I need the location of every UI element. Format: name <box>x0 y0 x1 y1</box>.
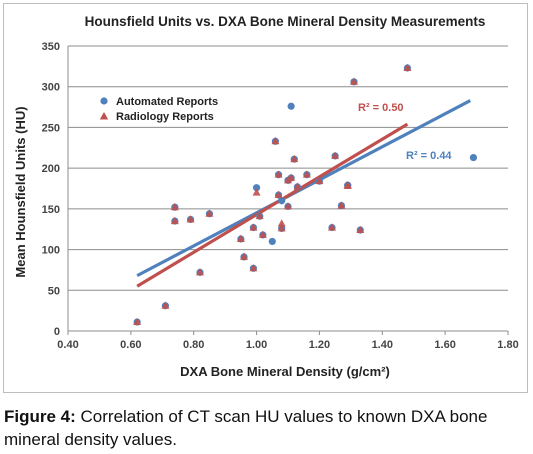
x-tick-label: 0.80 <box>183 339 204 351</box>
point-radiology <box>350 77 358 85</box>
point-radiology <box>205 209 214 217</box>
point-radiology <box>293 182 302 190</box>
point-radiology <box>186 215 195 223</box>
point-automated <box>287 102 295 110</box>
caption-text: Correlation of CT scan HU values to know… <box>4 407 488 449</box>
point-radiology <box>170 216 179 225</box>
point-radiology <box>277 224 286 232</box>
point-radiology <box>356 225 365 234</box>
legend-label-radiology: Radiology Reports <box>116 111 214 123</box>
point-automated <box>268 237 276 246</box>
caption-lead: Figure 4: <box>4 407 76 426</box>
point-radiology <box>403 63 412 71</box>
point-radiology <box>331 151 340 159</box>
y-tick-label: 350 <box>42 41 60 53</box>
point-radiology <box>315 176 324 185</box>
trendline-radiology <box>136 122 409 288</box>
point-radiology <box>258 230 267 238</box>
data-points <box>133 63 478 326</box>
point-radiology <box>343 181 352 190</box>
scatter-chart: Hounsfield Units vs. DXA Bone Mineral De… <box>13 14 519 379</box>
x-axis-title: DXA Bone Mineral Density (g/cm²) <box>180 364 390 379</box>
point-radiology <box>170 202 179 211</box>
x-tick-label: 1.60 <box>434 339 455 351</box>
point-radiology <box>196 268 204 276</box>
point-radiology <box>249 223 258 231</box>
point-radiology <box>252 188 261 196</box>
x-tick-label: 1.00 <box>246 339 267 351</box>
y-tick-label: 200 <box>42 163 60 175</box>
point-radiology <box>255 211 264 220</box>
y-tick-label: 0 <box>54 326 60 338</box>
point-radiology <box>337 201 346 209</box>
figure-caption: Figure 4: Correlation of CT scan HU valu… <box>4 405 529 451</box>
y-tick-label: 250 <box>42 122 60 134</box>
point-radiology <box>328 223 336 231</box>
y-tick-label: 100 <box>42 245 60 257</box>
x-tick-label: 0.60 <box>120 339 141 351</box>
point-radiology <box>240 252 248 260</box>
y-axis-title: Mean Hounsfield Units (HU) <box>13 106 28 277</box>
point-radiology <box>287 173 296 181</box>
grid-lines <box>68 45 508 291</box>
point-radiology <box>274 190 283 199</box>
point-automated <box>252 184 261 192</box>
point-radiology <box>284 202 292 210</box>
point-radiology <box>277 219 286 227</box>
legend: Automated Reports Radiology Reports <box>99 96 218 123</box>
point-radiology <box>290 154 299 163</box>
point-radiology <box>271 136 280 145</box>
chart-frame: Hounsfield Units vs. DXA Bone Mineral De… <box>3 3 528 393</box>
r2-label-radiology: R² = 0.50 <box>358 102 404 114</box>
point-automated <box>278 197 286 205</box>
y-tick-label: 150 <box>42 204 60 216</box>
x-tick-label: 1.80 <box>497 339 518 351</box>
x-tick-label: 1.20 <box>309 339 330 351</box>
trendlines <box>136 99 472 288</box>
x-tick-label: 1.40 <box>372 339 393 351</box>
point-automated <box>469 153 478 162</box>
point-radiology <box>302 170 311 178</box>
point-radiology <box>249 264 258 272</box>
y-tick-label: 50 <box>48 285 60 297</box>
r2-label-automated: R² = 0.44 <box>406 150 452 162</box>
chart-title: Hounsfield Units vs. DXA Bone Mineral De… <box>85 14 486 29</box>
axes: 0 50 100 150 200 250 300 350 0.40 0.60 0.80 1.00 1.2… <box>42 41 519 351</box>
point-radiology <box>161 301 170 309</box>
y-tick-label: 300 <box>42 82 60 94</box>
legend-label-automated: Automated Reports <box>116 96 218 108</box>
point-radiology <box>236 234 245 242</box>
legend-marker-radiology <box>99 112 109 120</box>
point-radiology <box>274 170 283 178</box>
legend-marker-automated <box>100 97 108 105</box>
point-radiology <box>133 317 142 326</box>
x-tick-label: 0.40 <box>57 339 78 351</box>
